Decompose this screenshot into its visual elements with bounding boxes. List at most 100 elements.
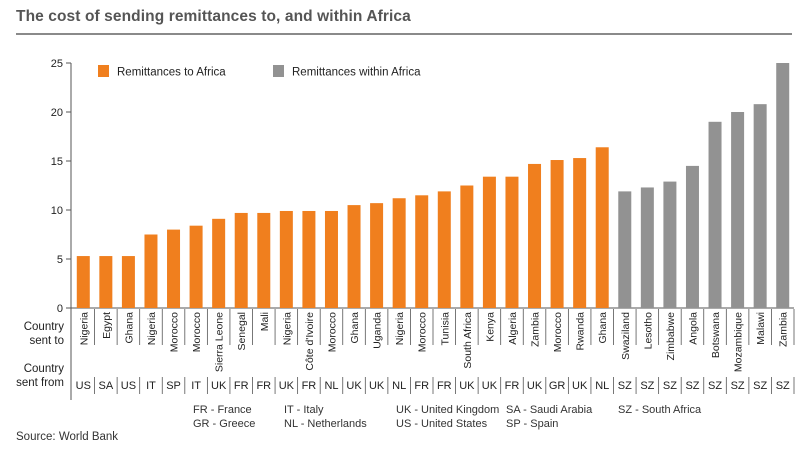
x-label-sent-from: SZ bbox=[618, 380, 632, 392]
bar-morocco-sp bbox=[167, 229, 181, 308]
x-label-sent-to: Malawi bbox=[755, 312, 767, 345]
x-label-sent-from: NL bbox=[595, 380, 609, 392]
footnote-entry: SA - Saudi Arabia bbox=[506, 404, 593, 416]
x-label-sent-from: SZ bbox=[753, 380, 767, 392]
x-label-sent-from: SZ bbox=[776, 380, 790, 392]
bar-tunisia-fr bbox=[437, 191, 451, 308]
x-label-sent-to: Nigeria bbox=[281, 312, 293, 345]
x-label-sent-to: Morocco bbox=[169, 312, 181, 352]
y-tick-label: 0 bbox=[57, 303, 63, 315]
bar-uganda-uk bbox=[370, 203, 384, 308]
x-label-sent-to: Kenya bbox=[484, 312, 496, 342]
x-label-sent-from: UK bbox=[459, 380, 475, 392]
x-label-sent-from: SA bbox=[99, 380, 114, 392]
x-label-sent-from: FR bbox=[437, 380, 452, 392]
bar-nigeria-nl bbox=[392, 198, 406, 308]
bar-lesotho-sz bbox=[640, 187, 654, 308]
bar-botswana-sz bbox=[708, 121, 722, 308]
x-label-sent-from: IT bbox=[191, 380, 201, 392]
legend-swatch bbox=[273, 65, 284, 77]
x-label-sent-from: UK bbox=[369, 380, 385, 392]
x-label-sent-to: South Africa bbox=[462, 312, 474, 369]
y-tick-label: 10 bbox=[51, 205, 63, 217]
x-label-sent-to: Rwanda bbox=[575, 312, 587, 351]
x-label-sent-to: Sierra Leone bbox=[214, 312, 226, 372]
x-label-sent-from: US bbox=[121, 380, 136, 392]
row-label-sent-from: sent from bbox=[16, 377, 64, 389]
bar-mali-fr bbox=[257, 212, 271, 308]
bar-nigeria-it bbox=[144, 234, 158, 308]
legend-label: Remittances to Africa bbox=[117, 67, 226, 79]
bar-morocco-it bbox=[189, 225, 203, 308]
y-tick-label: 25 bbox=[51, 58, 63, 70]
x-label-sent-from: UK bbox=[346, 380, 362, 392]
bar-morocco-fr bbox=[415, 195, 429, 308]
footnote-entry: SZ - South Africa bbox=[618, 404, 702, 416]
bar-ghana-nl bbox=[595, 147, 609, 308]
y-tick-label: 20 bbox=[51, 107, 63, 119]
x-label-sent-from: SZ bbox=[640, 380, 654, 392]
bar-nigeria-us bbox=[76, 256, 90, 308]
bar-ghana-us bbox=[121, 256, 135, 308]
x-label-sent-to: Côte d'Ivoire bbox=[304, 312, 316, 371]
x-label-sent-from: UK bbox=[527, 380, 543, 392]
x-label-sent-from: UK bbox=[482, 380, 498, 392]
x-label-sent-to: Zimbabwe bbox=[665, 312, 677, 361]
x-label-sent-from: FR bbox=[414, 380, 429, 392]
label-layer: Country sent to Country sent from Nigeria US E… bbox=[16, 312, 790, 392]
x-label-sent-from: GR bbox=[549, 380, 566, 392]
bar-ghana-uk bbox=[347, 205, 361, 308]
bar-zimbabwe-sz bbox=[663, 181, 677, 308]
x-label-sent-from: FR bbox=[302, 380, 317, 392]
footnote-entry: US - United States bbox=[396, 418, 488, 430]
legend-layer: Remittances to Africa Remittances within … bbox=[98, 65, 421, 79]
bar-morocco-nl bbox=[324, 210, 338, 308]
footnote-entry: UK - United Kingdom bbox=[396, 404, 500, 416]
x-label-sent-to: Ghana bbox=[349, 312, 361, 344]
x-label-sent-from: SZ bbox=[663, 380, 677, 392]
bar-algeria-fr bbox=[505, 176, 519, 308]
x-label-sent-to: Morocco bbox=[552, 312, 564, 352]
footnote-entry: NL - Netherlands bbox=[284, 418, 367, 430]
bar-sierra-leone-uk bbox=[212, 218, 226, 308]
footnote-entry: SP - Spain bbox=[506, 418, 559, 430]
x-label-sent-from: FR bbox=[256, 380, 271, 392]
x-label-sent-from: UK bbox=[279, 380, 295, 392]
x-label-sent-to: Morocco bbox=[191, 312, 203, 352]
chart-title: The cost of sending remittances to, and … bbox=[16, 8, 411, 25]
bar-zambia-sz bbox=[776, 63, 790, 308]
x-label-sent-from: SP bbox=[166, 380, 181, 392]
x-label-sent-to: Morocco bbox=[326, 312, 338, 352]
x-label-sent-from: SZ bbox=[731, 380, 745, 392]
row-label-sent-to: Country bbox=[24, 321, 65, 333]
x-label-sent-from: UK bbox=[211, 380, 227, 392]
x-label-sent-to: Uganda bbox=[372, 312, 384, 349]
bar-egypt-sa bbox=[99, 256, 113, 308]
x-label-sent-from: IT bbox=[146, 380, 156, 392]
legend-label: Remittances within Africa bbox=[292, 67, 421, 79]
x-label-sent-to: Nigeria bbox=[146, 312, 158, 345]
x-label-sent-to: Morocco bbox=[417, 312, 429, 352]
x-label-sent-to: Ghana bbox=[597, 312, 609, 344]
y-tick-label: 5 bbox=[57, 254, 63, 266]
row-label-sent-from: Country bbox=[24, 363, 65, 375]
x-label-sent-to: Swaziland bbox=[620, 312, 632, 360]
x-label-sent-to: Lesotho bbox=[642, 312, 654, 350]
bar-senegal-fr bbox=[234, 212, 248, 308]
bar-morocco-gr bbox=[550, 160, 564, 308]
x-label-sent-to: Nigeria bbox=[394, 312, 406, 345]
x-label-sent-from: FR bbox=[505, 380, 520, 392]
bar-nigeria-uk bbox=[279, 210, 293, 308]
x-label-sent-to: Nigeria bbox=[78, 312, 90, 345]
x-label-sent-to: Mali bbox=[259, 312, 271, 331]
legend-swatch bbox=[98, 65, 109, 77]
x-label-sent-to: Egypt bbox=[101, 312, 113, 339]
x-label-sent-to: Mozambique bbox=[733, 312, 745, 372]
bar-angola-sz bbox=[685, 165, 699, 308]
bar-zambia-uk bbox=[528, 163, 542, 308]
footnote-entry: GR - Greece bbox=[193, 418, 256, 430]
x-label-sent-from: US bbox=[76, 380, 91, 392]
source-note: Source: World Bank bbox=[16, 431, 119, 443]
x-label-sent-from: SZ bbox=[685, 380, 699, 392]
